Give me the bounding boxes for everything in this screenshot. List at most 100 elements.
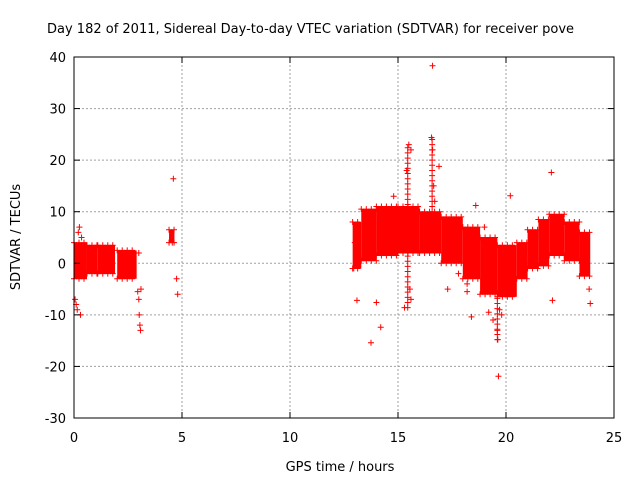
data-point xyxy=(362,244,369,251)
data-point xyxy=(464,280,471,287)
dense-point-band xyxy=(86,245,98,274)
data-point xyxy=(170,175,177,182)
spike-point xyxy=(404,222,411,229)
spike-point xyxy=(404,299,411,306)
data-point xyxy=(498,311,505,318)
data-point xyxy=(169,239,176,246)
spike-point xyxy=(404,144,411,151)
y-tick-label: 0 xyxy=(58,257,66,272)
data-point xyxy=(495,373,502,380)
x-tick-label: 15 xyxy=(390,431,407,446)
band-edge-marker xyxy=(129,247,136,254)
band-edge-marker xyxy=(523,275,530,282)
band-edge-marker xyxy=(373,257,380,264)
data-point xyxy=(135,296,142,303)
band-edge-marker xyxy=(509,242,516,249)
data-point xyxy=(137,286,144,293)
spike-point xyxy=(404,170,411,177)
band-edge-marker xyxy=(436,208,443,215)
data-point xyxy=(78,234,85,241)
dense-point-band xyxy=(169,229,175,243)
band-edge-marker xyxy=(534,265,541,272)
dense-point-band xyxy=(376,206,398,256)
data-point xyxy=(403,167,410,174)
plot-frame xyxy=(73,56,615,419)
band-edge-marker xyxy=(458,213,465,220)
x-tick-label: 0 xyxy=(70,431,78,446)
band-edge-marker xyxy=(576,219,583,226)
dense-point-band xyxy=(564,222,580,261)
data-point xyxy=(468,313,475,320)
spike-point xyxy=(429,177,436,184)
data-point xyxy=(485,309,492,316)
spike-point xyxy=(429,219,436,226)
data-point xyxy=(377,324,384,331)
band-edge-marker xyxy=(545,262,552,269)
spike-point xyxy=(404,273,411,280)
chart-title: Day 182 of 2011, Sidereal Day-to-day VTE… xyxy=(47,22,574,37)
data-point xyxy=(436,163,443,170)
spike-point xyxy=(429,208,436,215)
dense-point-band xyxy=(516,242,528,279)
spike-point xyxy=(429,193,436,200)
data-point xyxy=(74,306,81,313)
dense-point-band xyxy=(497,245,517,297)
spike-point xyxy=(429,188,436,195)
y-axis-label: SDTVAR / TECUs xyxy=(9,184,24,291)
spike-point xyxy=(404,201,411,208)
dense-point-band xyxy=(549,214,565,256)
dense-point-band xyxy=(480,237,498,295)
spike-point xyxy=(429,141,436,148)
data-point xyxy=(455,270,462,277)
y-tick-label: 30 xyxy=(49,103,66,118)
data-series xyxy=(71,62,594,380)
dense-point-band xyxy=(527,229,539,269)
band-edge-marker xyxy=(129,275,136,282)
x-tick-label: 20 xyxy=(498,431,515,446)
x-axis-label: GPS time / hours xyxy=(286,460,395,475)
dense-point-band xyxy=(398,206,420,253)
data-point xyxy=(509,286,516,293)
dense-point-band xyxy=(441,216,463,264)
data-point xyxy=(368,339,374,346)
band-edge-marker xyxy=(109,242,116,249)
data-point xyxy=(72,296,79,303)
data-point xyxy=(429,146,436,153)
x-tick-label: 10 xyxy=(282,431,299,446)
data-point xyxy=(173,275,180,282)
data-point xyxy=(136,322,143,329)
data-point xyxy=(431,198,438,205)
data-point xyxy=(404,208,411,215)
spike-point xyxy=(404,237,411,244)
data-point xyxy=(373,299,380,306)
data-point xyxy=(407,146,414,153)
spike-point xyxy=(404,232,411,239)
spike-point xyxy=(404,191,411,198)
spike-point xyxy=(404,175,411,182)
y-tick-label: 10 xyxy=(49,206,66,221)
band-edge-marker xyxy=(561,211,568,218)
data-point xyxy=(353,297,360,304)
spike-point xyxy=(404,149,411,156)
spike-point xyxy=(429,167,436,174)
spike-point xyxy=(429,203,436,210)
spike-point xyxy=(494,321,501,328)
data-point xyxy=(390,193,397,200)
spike-point xyxy=(429,229,436,236)
data-point xyxy=(430,182,437,189)
band-edge-marker xyxy=(81,239,87,246)
data-point xyxy=(137,327,144,334)
spike-point xyxy=(429,162,436,169)
data-point xyxy=(549,297,556,304)
band-edge-marker xyxy=(509,293,516,300)
spike-point xyxy=(494,315,501,322)
spike-point xyxy=(494,310,501,317)
data-point xyxy=(135,249,142,256)
axis-ticks: 0 5 10 15 20 25 -30 -20 -10 0 10 20 30 40 xyxy=(45,51,623,446)
data-point xyxy=(174,291,181,298)
spike-point xyxy=(494,290,501,297)
data-point xyxy=(136,311,143,318)
band-edge-marker xyxy=(492,234,499,241)
spike-point xyxy=(404,242,411,249)
band-edge-marker xyxy=(586,229,593,236)
